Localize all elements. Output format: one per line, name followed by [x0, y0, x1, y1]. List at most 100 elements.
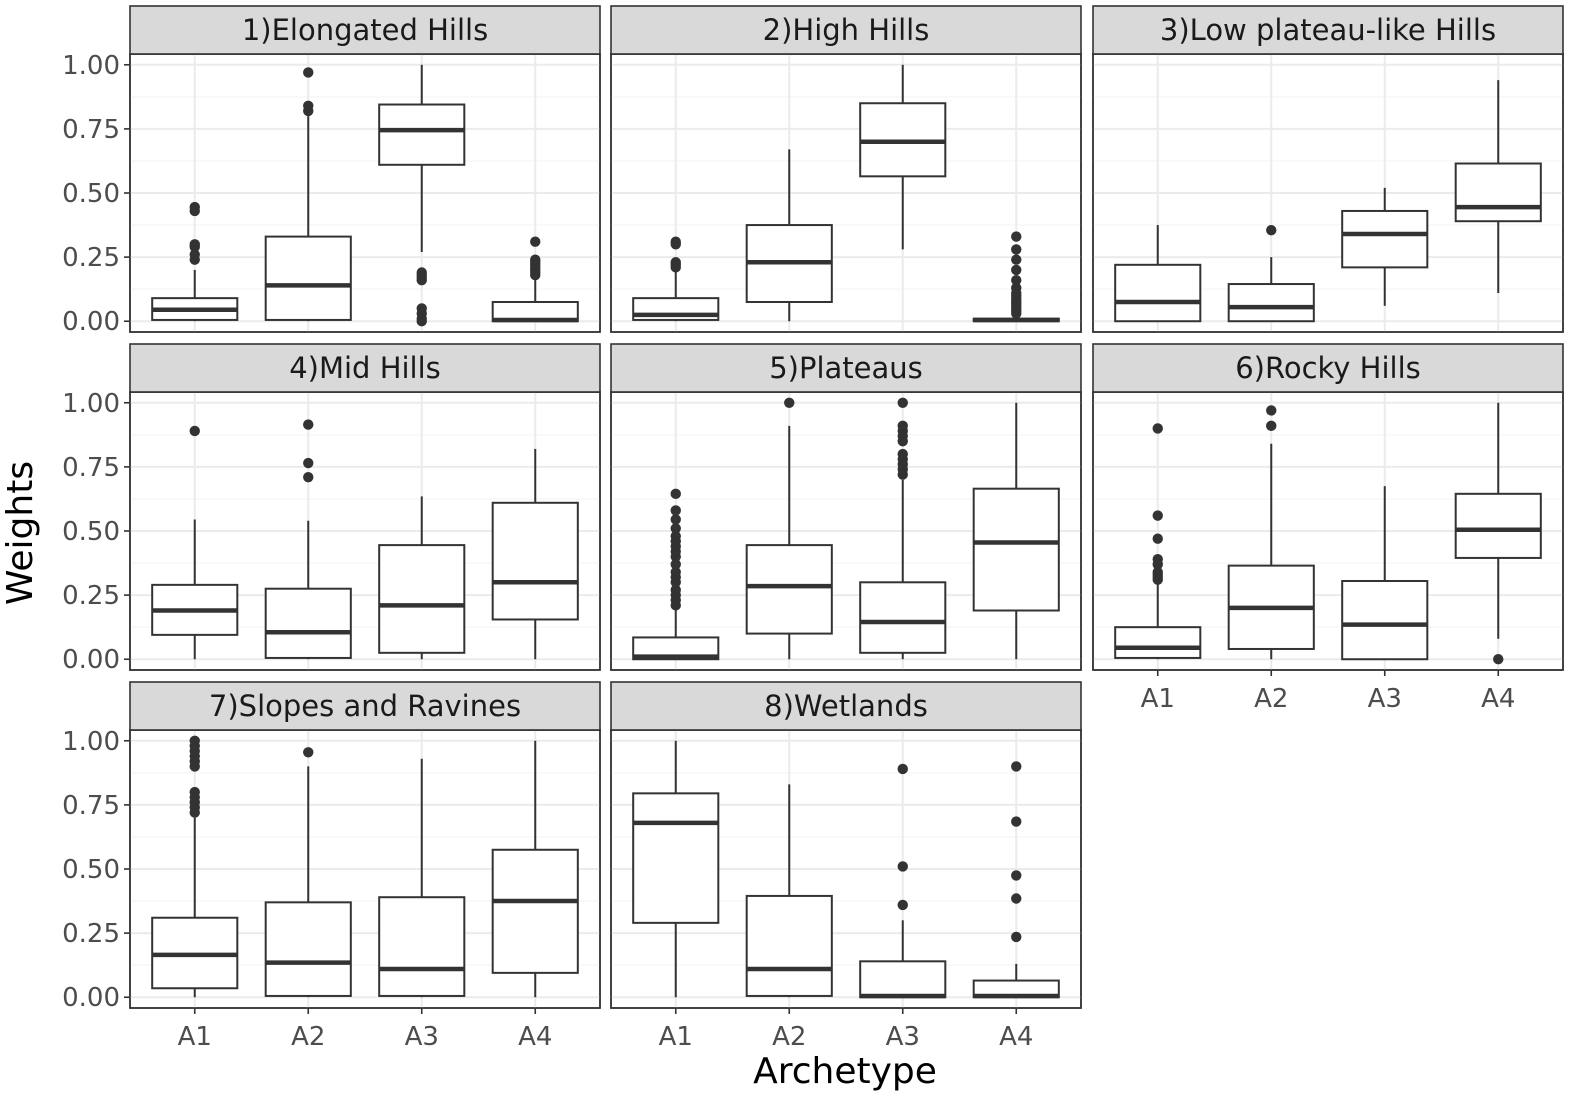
outlier-point [1152, 423, 1163, 434]
box-A3 [378, 496, 466, 660]
outlier-point [670, 530, 681, 542]
box-A4 [491, 448, 579, 660]
box-iqr [1341, 209, 1429, 269]
box-iqr [264, 901, 352, 997]
box-A2 [264, 67, 352, 322]
box-iqr [1114, 626, 1202, 659]
x-tick-label: A1 [659, 1022, 693, 1052]
box-iqr [1454, 492, 1542, 559]
box-A1 [632, 488, 720, 661]
facet-panel: 7)Slopes and Ravines 0.00 0.25 0.50 0.75 1.00… [62, 681, 601, 1052]
box-A2 [745, 784, 833, 998]
outlier-point [1011, 893, 1022, 904]
box-A1 [1114, 423, 1202, 660]
y-tick-label: 1.00 [62, 727, 120, 757]
y-tick-label: 0.25 [62, 581, 120, 611]
outlier-point [1266, 420, 1277, 432]
facet-panel: 8)Wetlands A1 A2 A3 A4 [610, 681, 1082, 1052]
box-A2 [264, 747, 352, 998]
box-iqr [632, 636, 720, 661]
outlier-point [1011, 254, 1022, 265]
outlier-point [670, 559, 681, 570]
y-tick-label: 0.00 [62, 983, 120, 1013]
y-tick-label: 0.50 [62, 517, 120, 547]
facet-title: 8)Wetlands [764, 689, 928, 723]
facet-title: 6)Rocky Hills [1235, 351, 1421, 385]
outlier-point [670, 257, 681, 268]
facet-strip [610, 343, 1082, 393]
outlier-point [303, 67, 314, 78]
facet-strip [129, 5, 601, 55]
box-A2 [1227, 405, 1315, 660]
facet-strip [610, 681, 1082, 731]
facet-strip [1092, 5, 1564, 55]
outlier-point [189, 239, 200, 250]
outlier-point [897, 763, 908, 775]
box-A1 [632, 740, 720, 998]
x-axis-title: Archetype [753, 1051, 937, 1092]
box-iqr [1341, 580, 1429, 661]
box-iqr [1114, 263, 1202, 323]
outlier-point [670, 505, 681, 516]
outlier-point [670, 236, 681, 247]
outlier-point [1152, 533, 1163, 544]
box-A4 [1454, 80, 1542, 294]
y-tick-label: 1.00 [62, 51, 120, 81]
box-A1 [632, 236, 720, 322]
x-tick-label: A2 [291, 1022, 325, 1052]
outlier-point [303, 471, 314, 483]
facet-panel: 5)Plateaus [610, 343, 1082, 671]
box-A4 [972, 402, 1060, 660]
box-A1 [151, 425, 239, 660]
box-iqr [745, 544, 833, 635]
x-tick-label: A3 [1368, 684, 1402, 714]
y-tick-label: 0.00 [62, 645, 120, 675]
outlier-point [189, 425, 200, 437]
box-iqr [491, 848, 579, 974]
facet-title: 2)High Hills [763, 13, 930, 47]
box-A4 [972, 761, 1060, 999]
x-tick-label: A1 [178, 1022, 212, 1052]
outlier-point [303, 419, 314, 430]
outlier-point [1011, 870, 1022, 881]
outlier-point [1152, 554, 1163, 565]
outlier-point [1152, 510, 1163, 521]
outlier-point [1152, 566, 1163, 578]
outlier-point [1266, 405, 1277, 416]
facet-panel: 6)Rocky Hills A1 A2 A3 A4 [1092, 343, 1564, 714]
box-iqr [745, 894, 833, 997]
box-A3 [1341, 486, 1429, 661]
facet-panel: 3)Low plateau-like Hills [1092, 5, 1564, 333]
y-axis-title: Weights [0, 461, 41, 605]
outlier-point [189, 249, 200, 260]
box-A3 [378, 64, 466, 327]
outlier-point [303, 100, 314, 112]
facet-panel: 1)Elongated Hills 0.00 0.25 0.50 0.75 1.00 [62, 5, 601, 337]
outlier-point [416, 303, 427, 314]
facet-strip [129, 343, 601, 393]
box-A1 [151, 735, 239, 998]
box-iqr [378, 896, 466, 997]
box-iqr [264, 587, 352, 659]
outlier-point [670, 523, 681, 534]
y-tick-label: 0.00 [62, 307, 120, 337]
facet-title: 4)Mid Hills [289, 351, 441, 385]
facet-panel: 2)High Hills [610, 5, 1082, 333]
x-tick-label: A1 [1141, 684, 1175, 714]
box-A2 [745, 149, 833, 322]
box-iqr [1454, 162, 1542, 223]
outlier-point [1011, 244, 1022, 255]
outlier-point [303, 457, 314, 469]
y-tick-label: 0.50 [62, 179, 120, 209]
box-A3 [1341, 187, 1429, 306]
outlier-point [1011, 231, 1022, 242]
outlier-point [1011, 274, 1022, 286]
facet-title: 7)Slopes and Ravines [209, 689, 521, 723]
facet-panel: 4)Mid Hills 0.00 0.25 0.50 0.75 1.00 [62, 343, 601, 675]
outlier-point [897, 420, 908, 432]
outlier-point [897, 861, 908, 872]
box-A4 [491, 236, 579, 323]
box-A2 [745, 397, 833, 660]
outlier-point [897, 397, 908, 408]
